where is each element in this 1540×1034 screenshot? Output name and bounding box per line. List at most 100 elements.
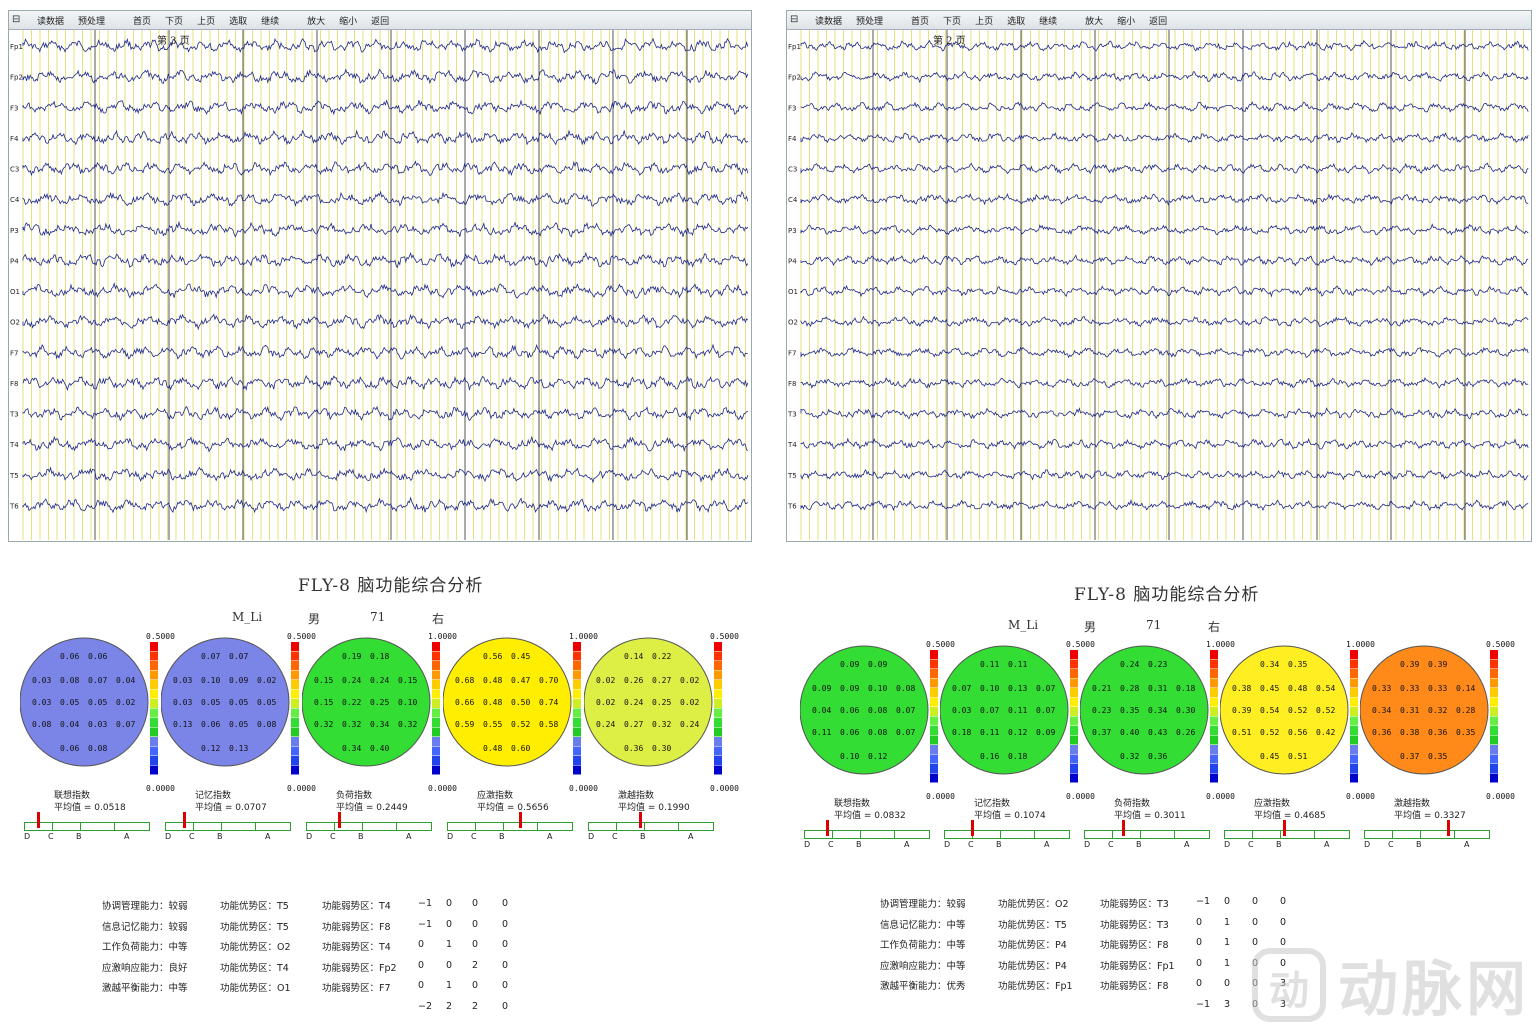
eeg-trace-t3 bbox=[22, 405, 748, 422]
scale-swatch bbox=[1350, 754, 1358, 764]
channel-label: T3 bbox=[9, 411, 19, 419]
scale-swatch bbox=[1350, 745, 1358, 754]
electrode-value: 0.03 bbox=[32, 698, 51, 707]
summary-cell: 激越平衡能力：优秀 bbox=[880, 981, 966, 992]
scale-swatch bbox=[930, 764, 938, 773]
summary-cell: 0 bbox=[502, 898, 509, 909]
report-title: FLY-8 脑功能综合分析 bbox=[1074, 585, 1260, 605]
electrode-value: 0.25 bbox=[370, 698, 389, 707]
scale-swatch bbox=[432, 680, 440, 689]
patient-name: M_Li bbox=[232, 610, 263, 624]
next-page-button[interactable]: 下页 bbox=[165, 16, 184, 27]
summary-cell: 1 bbox=[1224, 957, 1231, 969]
scale-swatch bbox=[573, 746, 581, 756]
electrode-value: 0.34 bbox=[1260, 660, 1279, 669]
summary-cell: 功能优势区：O2 bbox=[220, 942, 291, 953]
index-average: 平均值 = 0.0707 bbox=[195, 803, 267, 813]
electrode-value: 0.11 bbox=[1008, 706, 1027, 715]
read-data-button[interactable]: 读数据 bbox=[815, 16, 843, 27]
summary-cell: 功能弱势区：Fp2 bbox=[322, 962, 397, 974]
grade-letter: B bbox=[217, 832, 223, 841]
electrode-value: 0.35 bbox=[1288, 660, 1307, 669]
preprocess-button[interactable]: 预处理 bbox=[78, 16, 106, 27]
summary-cell: 2 bbox=[446, 1000, 453, 1012]
summary-cell: 功能优势区：T5 bbox=[220, 901, 289, 912]
grade-letter: D bbox=[306, 832, 313, 841]
scale-swatch bbox=[1070, 716, 1078, 726]
electrode-value: 0.35 bbox=[1120, 706, 1139, 715]
electrode-value: 0.07 bbox=[1036, 684, 1055, 693]
scale-swatch bbox=[1070, 754, 1078, 764]
grade-marker bbox=[638, 812, 642, 828]
window-menu-icon[interactable]: ⊟ bbox=[12, 14, 21, 25]
scale-swatch bbox=[291, 680, 299, 689]
prev-page-button[interactable]: 上页 bbox=[975, 16, 994, 27]
electrode-value: 0.48 bbox=[483, 744, 502, 753]
first-page-button[interactable]: 首页 bbox=[911, 16, 930, 27]
electrode-value: 0.52 bbox=[1316, 706, 1335, 715]
index-average: 平均值 = 0.2449 bbox=[336, 803, 408, 813]
grade-letter: B bbox=[499, 832, 505, 841]
eeg-trace-fp1 bbox=[22, 37, 749, 54]
index-name: 应激指数 bbox=[477, 791, 514, 801]
eeg-trace-f7 bbox=[800, 346, 1529, 359]
back-button[interactable]: 返回 bbox=[1149, 16, 1168, 27]
scale-swatch bbox=[1490, 707, 1498, 716]
grade-tick bbox=[52, 823, 54, 830]
select-button[interactable]: 选取 bbox=[1007, 16, 1026, 27]
grade-letter: C bbox=[471, 832, 477, 841]
grade-bar bbox=[1224, 820, 1350, 839]
summary-cell: 工作负荷能力：中等 bbox=[880, 940, 966, 951]
patient-handedness: 右 bbox=[432, 612, 445, 626]
topomap-row: 0.09 0.09 0.09 0.09 0.10 0.08 0.04 0.06 0.08 0.07… bbox=[800, 640, 1530, 860]
scale-swatch bbox=[150, 708, 158, 718]
zoom-out-button[interactable]: 缩小 bbox=[1117, 16, 1136, 27]
summary-cell: 功能优势区：O1 bbox=[220, 983, 291, 994]
electrode-value: 0.02 bbox=[680, 698, 699, 707]
grade-letter: C bbox=[189, 832, 195, 841]
read-data-button[interactable]: 读数据 bbox=[37, 16, 65, 27]
eeg-trace-area[interactable]: Fp1 Fp2 F3 F4 C3 C4 P3 P4 O1 O2 F7 F8 T3 T4 T5 T6 第 2 页 bbox=[787, 30, 1531, 541]
preprocess-button[interactable]: 预处理 bbox=[856, 16, 884, 27]
scale-swatch bbox=[573, 727, 581, 737]
channel-label: O1 bbox=[788, 288, 798, 296]
continue-button[interactable]: 继续 bbox=[261, 16, 280, 27]
window-menu-icon[interactable]: ⊟ bbox=[790, 14, 799, 25]
eeg-trace-f4 bbox=[800, 132, 1529, 144]
scale-min-label: 0.0000 bbox=[569, 784, 598, 793]
electrode-value: 0.24 bbox=[370, 676, 389, 685]
scale-swatch bbox=[930, 678, 938, 688]
continue-button[interactable]: 继续 bbox=[1039, 16, 1058, 27]
electrode-value: 0.25 bbox=[652, 698, 671, 707]
eeg-trace-t4 bbox=[800, 437, 1529, 450]
electrode-value: 0.10 bbox=[868, 684, 887, 693]
channel-label: O1 bbox=[10, 288, 20, 296]
summary-cell: 0 bbox=[472, 980, 479, 991]
next-page-button[interactable]: 下页 bbox=[943, 16, 962, 27]
prev-page-button[interactable]: 上页 bbox=[197, 16, 216, 27]
grade-letter: A bbox=[1464, 840, 1470, 849]
select-button[interactable]: 选取 bbox=[229, 16, 248, 27]
eeg-trace-area[interactable]: Fp1 Fp2 F3 F4 C3 C4 P3 P4 O1 O2 F7 F8 T3 T4 T5 T6 第 3 页 bbox=[9, 30, 751, 541]
scale-swatch bbox=[432, 699, 440, 708]
summary-total-row: −2 2 2 0 bbox=[102, 1001, 542, 1015]
scale-max-label: 1.0000 bbox=[1206, 640, 1235, 649]
scale-swatch bbox=[291, 699, 299, 708]
grade-letter: D bbox=[588, 832, 595, 841]
topomap-2: 0.07 0.07 0.03 0.10 0.09 0.02 0.03 0.05 0.05 0.05… bbox=[161, 632, 316, 847]
grade-letter: C bbox=[48, 832, 54, 841]
zoom-out-button[interactable]: 缩小 bbox=[339, 16, 358, 27]
electrode-value: 0.07 bbox=[980, 706, 999, 715]
electrode-value: 0.35 bbox=[1456, 728, 1475, 737]
topomap-5: 0.14 0.22 0.02 0.26 0.27 0.02 0.02 0.24 0.25 0.02… bbox=[584, 632, 739, 847]
grade-letter: B bbox=[1136, 840, 1142, 849]
eeg-trace-c4 bbox=[800, 192, 1529, 206]
index-average: 平均值 = 0.5656 bbox=[477, 803, 549, 813]
electrode-value: 0.56 bbox=[1288, 728, 1307, 737]
electrode-value: 0.02 bbox=[116, 698, 135, 707]
grade-tick bbox=[361, 823, 363, 830]
first-page-button[interactable]: 首页 bbox=[133, 16, 152, 27]
zoom-in-button[interactable]: 放大 bbox=[1085, 16, 1104, 27]
back-button[interactable]: 返回 bbox=[371, 16, 390, 27]
zoom-in-button[interactable]: 放大 bbox=[307, 16, 326, 27]
